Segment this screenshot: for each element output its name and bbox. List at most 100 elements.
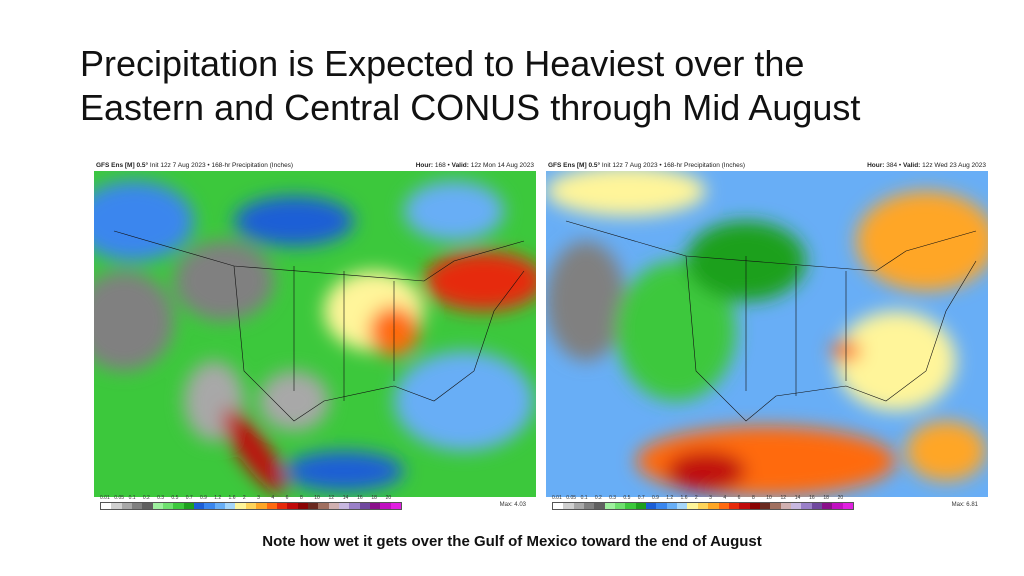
colorbar-swatch xyxy=(739,503,750,509)
colorbar-tick: 12 xyxy=(780,495,787,501)
colorbar-swatch xyxy=(625,503,636,509)
colorbar-swatch xyxy=(297,503,308,509)
colorbar-swatch xyxy=(801,503,812,509)
colorbar-tick: 16 xyxy=(357,495,363,501)
colorbar-tick: 18 xyxy=(823,495,829,501)
colorbar-tick: 1.2 xyxy=(214,495,222,501)
colorbar-swatch xyxy=(842,503,853,509)
colorbar-tick: 0.2 xyxy=(142,495,150,501)
precipitation-map xyxy=(94,171,536,497)
colorbar-tick: 4 xyxy=(723,495,727,501)
colorbar-tick: 0.7 xyxy=(637,495,645,501)
colorbar-swatch xyxy=(677,503,688,509)
footnote: Note how wet it gets over the Gulf of Me… xyxy=(262,533,762,550)
map-panel-hour-384: GFS Ens [M] 0.5° Init 12z 7 Aug 2023 • 1… xyxy=(546,162,988,514)
colorbar-swatch xyxy=(646,503,657,509)
init-label: Init 12z 7 Aug 2023 • 168-hr Precipitati… xyxy=(149,162,294,169)
colorbar-swatch xyxy=(318,503,329,509)
colorbar-swatch xyxy=(563,503,574,509)
colorbar-tick: 20 xyxy=(837,495,844,501)
colorbar-swatch xyxy=(718,503,729,509)
model-label: GFS Ens [M] 0.5° xyxy=(96,162,149,169)
colorbar-swatch xyxy=(594,503,605,509)
colorbar-ticks: 0.01 0.05 0.1 0.2 0.3 0.5 0.7 0.9 1.2 1.6 2 3 4 6 8 10 1… xyxy=(552,495,852,501)
model-label: GFS Ens [M] 0.5° xyxy=(548,162,601,169)
colorbar-tick: 0.05 xyxy=(114,495,125,501)
colorbar-tick: 14 xyxy=(342,495,349,501)
colorbar-swatch xyxy=(811,503,822,509)
title-line-2: Eastern and Central CONUS through Mid Au… xyxy=(80,87,861,128)
colorbar-swatch xyxy=(573,503,585,509)
colorbar xyxy=(552,502,854,510)
colorbar-swatch xyxy=(604,503,616,509)
valid-value: 12z Mon 14 Aug 2023 xyxy=(470,162,534,169)
init-label: Init 12z 7 Aug 2023 • 168-hr Precipitati… xyxy=(601,162,746,169)
colorbar-tick: 1.6 xyxy=(680,495,688,501)
colorbar-tick: 14 xyxy=(794,495,801,501)
colorbar-tick: 18 xyxy=(371,495,377,501)
colorbar-swatch xyxy=(142,503,153,509)
colorbar-swatch xyxy=(697,503,709,509)
colorbar-swatch xyxy=(111,503,122,509)
colorbar-tick: 6 xyxy=(737,495,741,501)
colorbar-swatch xyxy=(380,503,391,509)
colorbar-tick: 0.5 xyxy=(171,495,179,501)
colorbar-tick: 10 xyxy=(314,495,320,501)
colorbar-swatch xyxy=(183,503,195,509)
colorbar-tick: 0.3 xyxy=(157,495,165,501)
colorbar-swatch xyxy=(194,503,205,509)
hour-label: Hour: xyxy=(867,162,885,169)
colorbar-swatch xyxy=(708,503,719,509)
colorbar-swatch xyxy=(780,503,791,509)
colorbar-tick: 0.01 xyxy=(100,495,110,501)
colorbar-swatch xyxy=(666,503,678,509)
colorbar-swatch xyxy=(287,503,298,509)
colorbar-swatch xyxy=(204,503,215,509)
colorbar-tick: 2 xyxy=(694,495,698,501)
colorbar-tick: 8 xyxy=(299,495,303,501)
colorbar-tick: 0.9 xyxy=(199,495,207,501)
colorbar-tick: 2 xyxy=(242,495,246,501)
colorbar-tick: 16 xyxy=(809,495,815,501)
valid-value: 12z Wed 23 Aug 2023 xyxy=(922,162,986,169)
slide-title: Precipitation is Expected to Heaviest ov… xyxy=(80,42,860,130)
colorbar-tick: 20 xyxy=(385,495,392,501)
colorbar-swatch xyxy=(307,503,319,509)
colorbar-tick: 8 xyxy=(751,495,755,501)
colorbar-swatch xyxy=(132,503,143,509)
colorbar-swatch xyxy=(173,503,184,509)
colorbar-swatch xyxy=(770,503,781,509)
colorbar-tick: 12 xyxy=(328,495,335,501)
colorbar xyxy=(100,502,402,510)
colorbar-swatch xyxy=(245,503,257,509)
colorbar-swatch xyxy=(584,503,595,509)
colorbar-tick: 4 xyxy=(271,495,275,501)
colorbar-swatch xyxy=(821,503,833,509)
colorbar-swatch xyxy=(328,503,339,509)
colorbar-swatch xyxy=(256,503,267,509)
colorbar-ticks: 0.01 0.05 0.1 0.2 0.3 0.5 0.7 0.9 1.2 1.6 2 3 4 6 8 10 1… xyxy=(100,495,400,501)
colorbar-tick: 0.05 xyxy=(566,495,577,501)
valid-label: Valid: xyxy=(902,162,921,169)
colorbar-swatch xyxy=(266,503,277,509)
colorbar-tick: 3 xyxy=(709,495,712,501)
title-line-1: Precipitation is Expected to Heaviest ov… xyxy=(80,43,805,84)
colorbar-tick: 0.2 xyxy=(594,495,602,501)
colorbar-tick: 0.7 xyxy=(185,495,193,501)
colorbar-tick: 3 xyxy=(257,495,260,501)
colorbar-tick: 0.5 xyxy=(623,495,631,501)
colorbar-swatch xyxy=(790,503,802,509)
colorbar-tick: 0.1 xyxy=(128,495,136,501)
colorbar-tick: 1.6 xyxy=(228,495,236,501)
colorbar-swatch xyxy=(235,503,246,509)
map-header: GFS Ens [M] 0.5° Init 12z 7 Aug 2023 • 1… xyxy=(548,162,986,169)
map-header: GFS Ens [M] 0.5° Init 12z 7 Aug 2023 • 1… xyxy=(96,162,534,169)
colorbar-swatch xyxy=(121,503,133,509)
colorbar-tick: 0.01 xyxy=(552,495,562,501)
colorbar-swatch xyxy=(369,503,381,509)
precipitation-map xyxy=(546,171,988,497)
colorbar-swatch xyxy=(687,503,698,509)
colorbar-swatch xyxy=(832,503,843,509)
colorbar-swatch xyxy=(152,503,164,509)
max-value: Max: 4.03 xyxy=(499,502,526,508)
